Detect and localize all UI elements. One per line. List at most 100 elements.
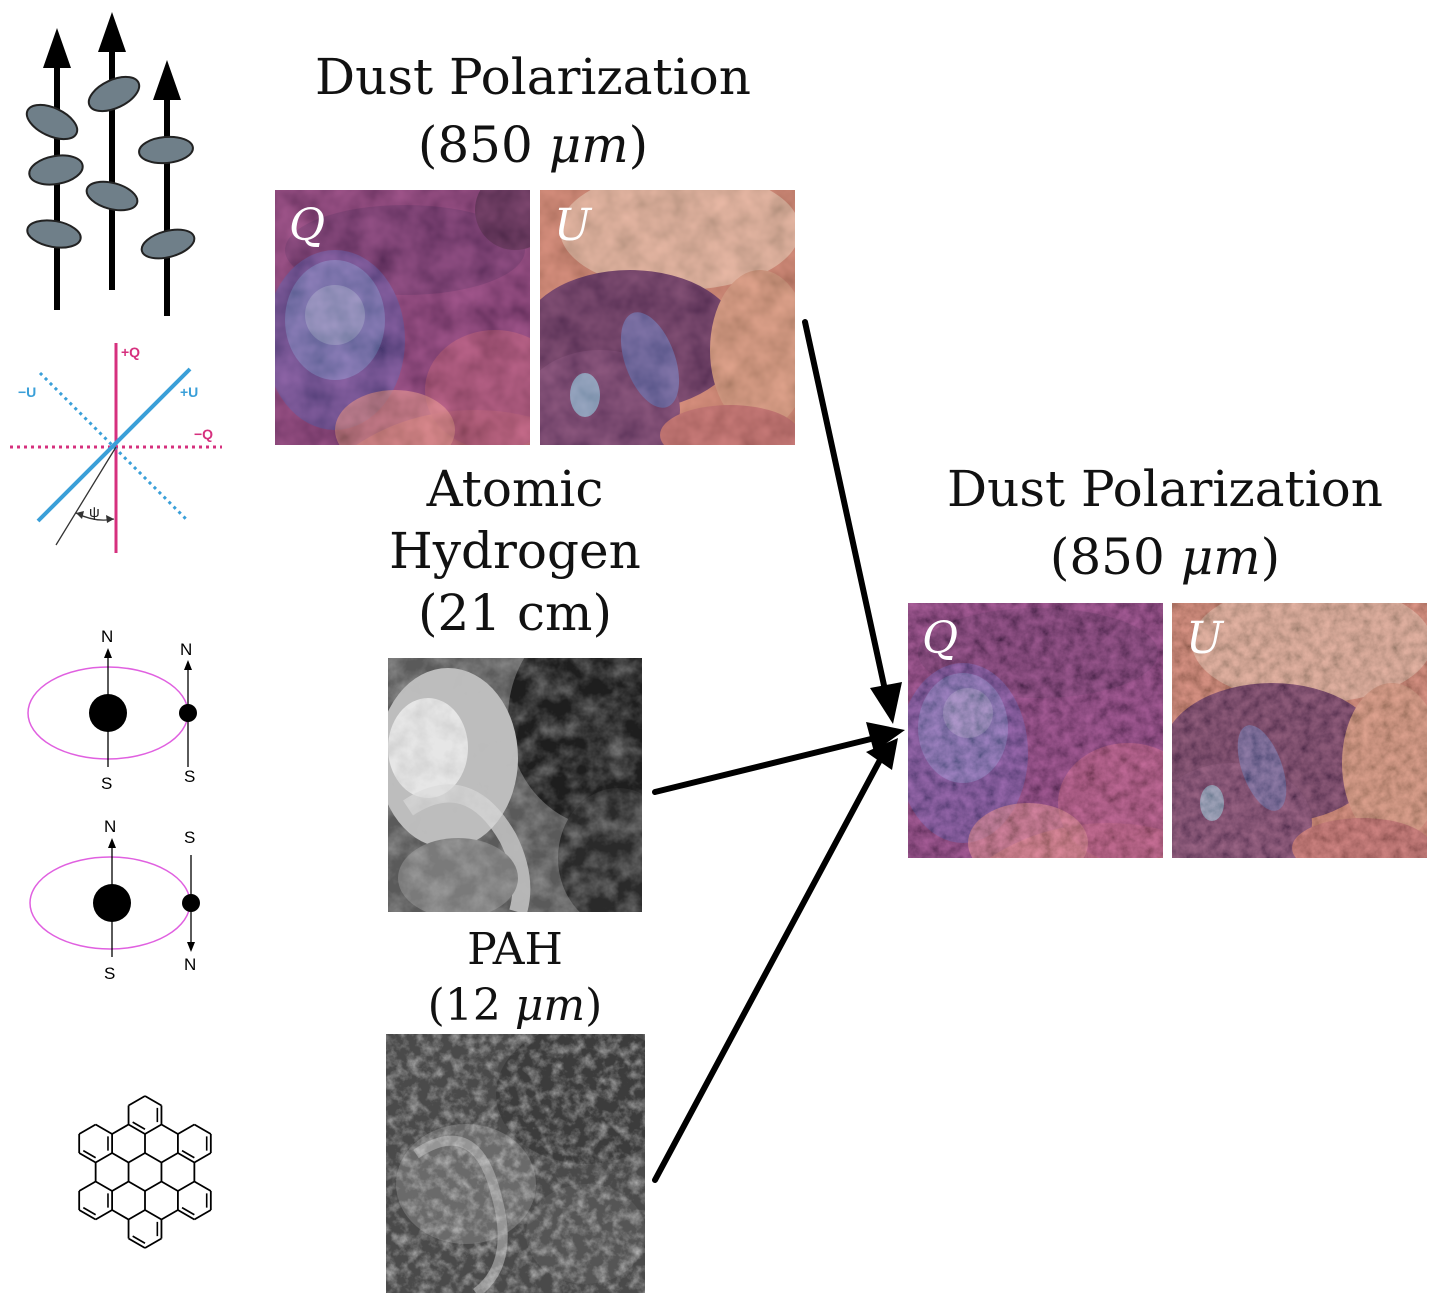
- hi-title: Atomic Hydrogen (21 cm): [350, 464, 680, 638]
- bond: [128, 1123, 146, 1135]
- pah-map: [386, 1034, 645, 1293]
- bond: [193, 1152, 212, 1164]
- large-grain-top: [89, 694, 127, 732]
- bond: [128, 1209, 146, 1221]
- title-line: Atomic: [426, 460, 604, 518]
- title-line: Dust Polarization: [947, 460, 1383, 518]
- title-line: (850 μm): [1049, 528, 1281, 586]
- pah-title: PAH (12 μm): [360, 928, 670, 1028]
- bond: [78, 1152, 97, 1164]
- double-bond: [132, 1235, 146, 1244]
- bond: [128, 1180, 146, 1192]
- hi-map: [388, 658, 642, 912]
- bond: [177, 1209, 195, 1221]
- bond: [177, 1123, 195, 1135]
- bond: [111, 1180, 129, 1192]
- bond: [193, 1180, 212, 1192]
- u-map-image: [540, 190, 795, 445]
- arrowhead: [866, 722, 905, 752]
- pah-molecule-structure: [78, 1095, 212, 1249]
- double-bond: [181, 1206, 195, 1216]
- bond: [95, 1123, 113, 1135]
- q-map-image: [908, 603, 1163, 858]
- bond: [95, 1152, 113, 1164]
- plus-q-label: +Q: [121, 344, 140, 360]
- title-line: (12 μm): [427, 980, 603, 1031]
- title-line: Hydrogen: [389, 522, 641, 580]
- bond: [144, 1180, 162, 1192]
- s-label: S: [184, 828, 195, 847]
- arrowhead: [866, 738, 898, 770]
- bond: [128, 1237, 146, 1249]
- input-q-map: Q: [275, 190, 530, 445]
- pah-map-image: [386, 1034, 645, 1293]
- bond: [111, 1152, 129, 1164]
- bond: [78, 1180, 97, 1192]
- bond: [144, 1095, 162, 1107]
- title-line: PAH: [467, 924, 563, 975]
- polarization-vector: [55, 446, 117, 546]
- bond: [193, 1123, 212, 1135]
- bond: [128, 1152, 146, 1164]
- output-u-map: U: [1172, 603, 1427, 858]
- bond: [161, 1152, 179, 1164]
- bond: [161, 1123, 179, 1135]
- title-line: (21 cm): [418, 584, 612, 642]
- aligned-grains-schematic: [25, 12, 196, 316]
- arrow-from-dust: [802, 319, 888, 693]
- bond: [95, 1209, 113, 1221]
- q-map-image: [275, 190, 530, 445]
- plus-u-label: +U: [180, 384, 198, 400]
- arrow-from-hi: [652, 735, 878, 795]
- field-arrowheads: [43, 12, 181, 100]
- output-q-map: Q: [908, 603, 1163, 858]
- bond: [193, 1209, 212, 1221]
- u-map-image: [1172, 603, 1427, 858]
- bond: [111, 1209, 129, 1221]
- bond: [111, 1123, 129, 1135]
- bond: [161, 1180, 179, 1192]
- plus-u-axis: [36, 367, 192, 523]
- title-line: (850 μm): [417, 116, 649, 174]
- u-label: U: [554, 200, 592, 251]
- psi-label: ψ: [89, 504, 100, 521]
- input-dust-title: Dust Polarization (850 μm): [290, 52, 776, 170]
- bond: [144, 1209, 162, 1221]
- n-label: N: [104, 817, 116, 836]
- n-label: N: [180, 640, 192, 659]
- s-label: S: [101, 774, 112, 793]
- q-label: Q: [289, 200, 326, 251]
- bond: [78, 1123, 97, 1135]
- spinning-grain-diagram: N S N S N S S N: [27, 627, 200, 983]
- bond: [144, 1123, 162, 1135]
- arrowhead: [870, 682, 902, 724]
- bond: [177, 1152, 195, 1164]
- q-label: Q: [922, 613, 959, 664]
- double-bond: [132, 1121, 146, 1130]
- input-u-map: U: [540, 190, 795, 445]
- minus-q-label: −Q: [194, 426, 213, 442]
- bond: [78, 1209, 97, 1221]
- arrow-from-pah: [652, 757, 883, 1183]
- bond: [128, 1095, 146, 1107]
- bond: [144, 1237, 162, 1249]
- n-label: N: [101, 627, 113, 646]
- small-grain-top: [179, 704, 197, 722]
- s-label: S: [104, 964, 115, 983]
- minus-u-label: −U: [18, 384, 36, 400]
- u-label: U: [1186, 613, 1224, 664]
- bond: [95, 1180, 113, 1192]
- s-label: S: [184, 767, 195, 786]
- bond: [177, 1180, 195, 1192]
- small-grain-bottom: [182, 894, 200, 912]
- title-line: Dust Polarization: [315, 48, 751, 106]
- double-bond: [82, 1149, 97, 1159]
- double-bond: [181, 1149, 195, 1159]
- n-label: N: [184, 955, 196, 974]
- large-grain-bottom: [93, 884, 131, 922]
- bond: [144, 1152, 162, 1164]
- double-bond: [82, 1206, 97, 1216]
- hi-map-image: [388, 658, 642, 912]
- stokes-qu-diagram: +Q −Q +U −U ψ: [10, 343, 222, 553]
